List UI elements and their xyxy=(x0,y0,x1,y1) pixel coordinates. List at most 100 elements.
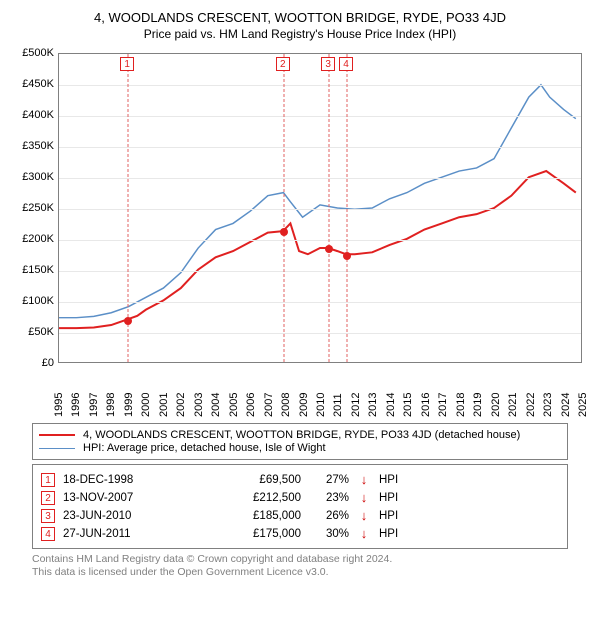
y-tick-label: £450K xyxy=(12,78,54,90)
x-tick-label: 2023 xyxy=(542,373,554,417)
x-tick-label: 2003 xyxy=(193,373,205,417)
x-tick-label: 2020 xyxy=(490,373,502,417)
chart: £0£50K£100K£150K£200K£250K£300K£350K£400… xyxy=(12,47,588,417)
gridline xyxy=(59,240,581,241)
x-tick-label: 2007 xyxy=(263,373,275,417)
sale-pct: 23% xyxy=(309,492,349,504)
x-tick-label: 2000 xyxy=(140,373,152,417)
x-tick-label: 2002 xyxy=(175,373,187,417)
sale-hpi-label: HPI xyxy=(379,528,559,540)
legend: 4, WOODLANDS CRESCENT, WOOTTON BRIDGE, R… xyxy=(32,423,568,460)
sale-marker-box: 2 xyxy=(41,491,55,505)
x-tick-label: 1995 xyxy=(53,373,65,417)
x-tick-label: 2004 xyxy=(210,373,222,417)
sale-hpi-label: HPI xyxy=(379,510,559,522)
footer: Contains HM Land Registry data © Crown c… xyxy=(32,553,568,579)
x-tick-label: 1996 xyxy=(70,373,82,417)
hpi-line xyxy=(59,85,576,318)
down-arrow-icon: ↓ xyxy=(357,490,371,505)
y-tick-label: £250K xyxy=(12,202,54,214)
x-tick-label: 2015 xyxy=(402,373,414,417)
property-line xyxy=(59,171,576,328)
x-tick-label: 2024 xyxy=(560,373,572,417)
x-tick-label: 2012 xyxy=(350,373,362,417)
x-tick-label: 2016 xyxy=(420,373,432,417)
sale-pct: 26% xyxy=(309,510,349,522)
gridline xyxy=(59,333,581,334)
sale-point xyxy=(280,228,288,236)
legend-label: 4, WOODLANDS CRESCENT, WOOTTON BRIDGE, R… xyxy=(83,429,520,441)
x-tick-label: 2006 xyxy=(245,373,257,417)
x-tick-label: 2021 xyxy=(507,373,519,417)
x-tick-label: 2001 xyxy=(158,373,170,417)
sale-date: 13-NOV-2007 xyxy=(63,492,183,504)
y-tick-label: £200K xyxy=(12,233,54,245)
x-tick-label: 2010 xyxy=(315,373,327,417)
x-tick-label: 2014 xyxy=(385,373,397,417)
x-tick-label: 2019 xyxy=(472,373,484,417)
page-subtitle: Price paid vs. HM Land Registry's House … xyxy=(12,27,588,41)
legend-swatch xyxy=(39,434,75,436)
sale-point xyxy=(124,317,132,325)
gridline xyxy=(59,209,581,210)
sale-marker-box: 4 xyxy=(41,527,55,541)
down-arrow-icon: ↓ xyxy=(357,526,371,541)
sale-date: 23-JUN-2010 xyxy=(63,510,183,522)
y-tick-label: £350K xyxy=(12,140,54,152)
sale-point xyxy=(343,252,351,260)
sale-vline xyxy=(329,54,330,362)
sales-row: 1 18-DEC-1998 £69,500 27% ↓ HPI xyxy=(41,472,559,487)
sale-price: £175,000 xyxy=(191,528,301,540)
y-tick-label: £500K xyxy=(12,47,54,59)
y-tick-label: £400K xyxy=(12,109,54,121)
sale-point xyxy=(325,245,333,253)
sale-price: £185,000 xyxy=(191,510,301,522)
sale-marker-box: 1 xyxy=(120,57,134,71)
y-tick-label: £50K xyxy=(12,326,54,338)
chart-lines xyxy=(59,54,581,362)
x-tick-label: 2008 xyxy=(280,373,292,417)
legend-label: HPI: Average price, detached house, Isle… xyxy=(83,442,326,454)
sale-date: 27-JUN-2011 xyxy=(63,528,183,540)
sale-hpi-label: HPI xyxy=(379,474,559,486)
sale-price: £69,500 xyxy=(191,474,301,486)
y-tick-label: £100K xyxy=(12,295,54,307)
sales-table: 1 18-DEC-1998 £69,500 27% ↓ HPI 2 13-NOV-2007 £2… xyxy=(32,464,568,549)
y-tick-label: £150K xyxy=(12,264,54,276)
gridline xyxy=(59,271,581,272)
footer-line-2: This data is licensed under the Open Gov… xyxy=(32,566,568,579)
sales-row: 4 27-JUN-2011 £175,000 30% ↓ HPI xyxy=(41,526,559,541)
sale-marker-box: 2 xyxy=(276,57,290,71)
gridline xyxy=(59,85,581,86)
x-tick-label: 1999 xyxy=(123,373,135,417)
sale-marker-box: 3 xyxy=(41,509,55,523)
x-tick-label: 2013 xyxy=(367,373,379,417)
down-arrow-icon: ↓ xyxy=(357,508,371,523)
sale-pct: 27% xyxy=(309,474,349,486)
gridline xyxy=(59,147,581,148)
sale-marker-box: 1 xyxy=(41,473,55,487)
x-tick-label: 2018 xyxy=(455,373,467,417)
gridline xyxy=(59,116,581,117)
down-arrow-icon: ↓ xyxy=(357,472,371,487)
x-tick-label: 2017 xyxy=(437,373,449,417)
x-tick-label: 1998 xyxy=(105,373,117,417)
sale-pct: 30% xyxy=(309,528,349,540)
footer-line-1: Contains HM Land Registry data © Crown c… xyxy=(32,553,568,566)
sale-date: 18-DEC-1998 xyxy=(63,474,183,486)
sales-row: 3 23-JUN-2010 £185,000 26% ↓ HPI xyxy=(41,508,559,523)
x-tick-label: 2022 xyxy=(525,373,537,417)
x-tick-label: 2011 xyxy=(332,373,344,417)
x-tick-label: 2009 xyxy=(298,373,310,417)
y-tick-label: £0 xyxy=(12,357,54,369)
sale-marker-box: 4 xyxy=(339,57,353,71)
legend-item: HPI: Average price, detached house, Isle… xyxy=(39,442,561,454)
sale-price: £212,500 xyxy=(191,492,301,504)
sale-vline xyxy=(283,54,284,362)
gridline xyxy=(59,178,581,179)
sale-marker-box: 3 xyxy=(321,57,335,71)
x-tick-label: 1997 xyxy=(88,373,100,417)
sale-vline xyxy=(128,54,129,362)
sale-hpi-label: HPI xyxy=(379,492,559,504)
legend-item: 4, WOODLANDS CRESCENT, WOOTTON BRIDGE, R… xyxy=(39,429,561,441)
